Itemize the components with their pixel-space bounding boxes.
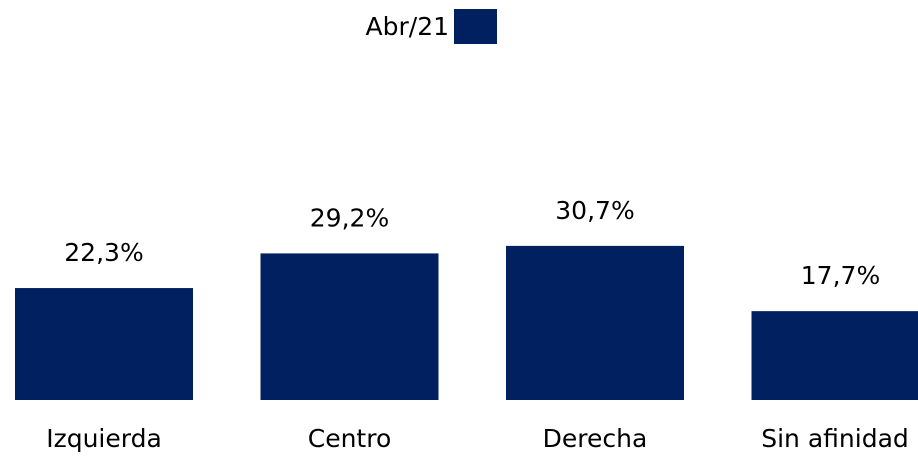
data-label: 22,3% <box>64 238 143 267</box>
x-tick-label: Centro <box>308 424 392 453</box>
data-label: 30,7% <box>555 196 634 225</box>
x-tick-label: Derecha <box>543 424 648 453</box>
bar <box>260 253 439 400</box>
x-tick-label: Izquierda <box>46 424 162 453</box>
data-label: 17,7% <box>801 261 880 290</box>
bar <box>15 288 193 400</box>
bar <box>751 311 918 400</box>
legend-swatch <box>454 9 497 44</box>
bar <box>506 245 684 400</box>
legend-label: Abr/21 <box>366 12 449 41</box>
data-label: 29,2% <box>310 203 389 232</box>
x-tick-label: Sin afinidad <box>761 424 909 453</box>
